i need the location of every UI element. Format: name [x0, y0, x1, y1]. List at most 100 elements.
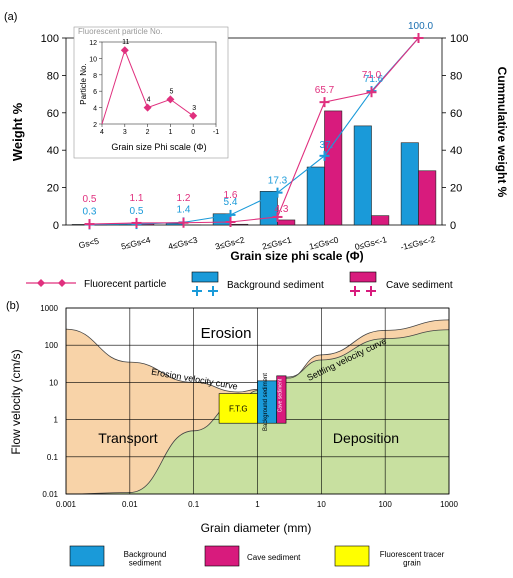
inset-y-tick-label: 12 — [89, 40, 97, 47]
left-y-tick-label: 60 — [47, 108, 59, 120]
legend-cave-swatch — [204, 545, 240, 567]
left-y-tick-label: 0 — [53, 220, 59, 232]
region-transport: Transport — [98, 430, 158, 446]
panel-b-legend: Background sediment Cave sediment Fluores… — [69, 545, 445, 568]
cave-bar — [230, 223, 249, 226]
y-tick-label: 1000 — [40, 304, 58, 313]
x-axis-label: Grain size phi scale (Φ) — [230, 249, 363, 263]
legend-background-swatch — [191, 271, 219, 283]
cave-bar — [277, 219, 296, 226]
right-y-tick-label: 20 — [450, 183, 462, 195]
cave-cumulative-label: 71.0 — [362, 70, 382, 81]
inset-plot-frame — [101, 41, 217, 125]
inset-y-tick-label: 8 — [93, 73, 97, 80]
category-label: 5≤Gs<4 — [120, 235, 152, 252]
legend-background-label: Background sediment — [227, 280, 324, 291]
background-cumulative-line — [89, 37, 419, 225]
legend-ftg-label: Fluorescent tracer grain — [380, 550, 445, 568]
category-label: 4≤Gs<3 — [167, 235, 199, 252]
inset-point — [120, 46, 129, 55]
region-deposition: Deposition — [333, 430, 399, 446]
right-y-tick-label: 0 — [450, 220, 456, 232]
inset-y-tick-label: 4 — [93, 106, 97, 113]
ftg-box — [218, 393, 258, 424]
cave-bar — [371, 215, 390, 226]
inset-title: Fluorescent particle No. — [78, 27, 162, 36]
panel-b-label: (b) — [6, 300, 19, 312]
inset-y-tick-label: 2 — [93, 122, 97, 129]
weight-bars — [71, 110, 437, 226]
legend-fluorescent-label: Fluorecent particle — [84, 279, 167, 290]
inset-x-tick-label: 1 — [168, 129, 172, 136]
inset-x-tick-label: -1 — [213, 129, 219, 136]
y-axis-label-left: Weight % — [10, 102, 25, 161]
inset-point-label: 5 — [169, 88, 173, 95]
y-tick-label: 10 — [49, 378, 58, 387]
inset-point-label: 3 — [192, 105, 196, 112]
background-cumulative-label: 5.4 — [224, 197, 238, 208]
x-tick-label: 0.001 — [56, 500, 77, 509]
cave-bar — [418, 170, 437, 226]
background-cumulative-label: 0.5 — [130, 206, 144, 217]
inset-line: 11 4 5 3 — [101, 39, 198, 125]
x-tick-label: 100 — [378, 500, 392, 509]
cave-box-label: Cave sediment — [277, 378, 283, 412]
legend-cave-swatch — [349, 271, 377, 283]
inset-point — [189, 111, 198, 120]
legend-fluorescent-marker — [37, 279, 45, 287]
inset-x-label: Grain size Phi scale (Φ) — [111, 142, 206, 152]
cave-cumulative-label: 4.3 — [275, 204, 289, 215]
inset-x-tick-label: 0 — [191, 129, 195, 136]
category-label: Gs<5 — [78, 236, 101, 251]
x-tick-label: 10 — [317, 500, 326, 509]
inset-x-tick-label: 2 — [146, 129, 150, 136]
inset-point — [143, 103, 152, 112]
inset-frame — [73, 26, 229, 159]
cave-cumulative-label: 1.1 — [130, 193, 144, 204]
background-bar — [400, 142, 419, 226]
inset-point-label: 11 — [122, 39, 129, 46]
background-box-label: Background sediment — [263, 373, 269, 431]
background-cumulative-label: 17.3 — [268, 176, 288, 187]
right-y-tick-label: 100 — [450, 33, 468, 45]
left-y-tick-label: 40 — [47, 145, 59, 157]
background-cumulative-label: 37. — [320, 140, 334, 151]
cave-cumulative-label: 65.7 — [315, 85, 335, 96]
x-tick-label: 0.01 — [122, 500, 138, 509]
hjulstrom-plot: F.T.G Background sediment Cave sediment — [65, 307, 450, 495]
legend-fluorescent-marker — [58, 279, 66, 287]
x-tick-label: 1 — [255, 500, 260, 509]
settling-curve — [65, 329, 450, 495]
region-erosion: Erosion — [201, 325, 252, 342]
cave-cumulative-label: 1.2 — [177, 193, 191, 204]
left-y-ticks: 0 20 40 60 80 100 — [41, 33, 66, 232]
panel-a-frame — [65, 37, 443, 226]
background-cumulative-label: 100.0 — [408, 21, 433, 32]
inset-x-tick-label: 4 — [100, 129, 104, 136]
cave-box — [276, 375, 287, 424]
panel-a-label: (a) — [4, 11, 17, 23]
background-bar — [306, 166, 325, 226]
x-axis-label: Grain diameter (mm) — [201, 521, 312, 535]
panel-a-legend: Fluorecent particle Background sediment … — [26, 271, 453, 296]
y-tick-label: 1 — [54, 416, 59, 425]
x-tick-label: 0.1 — [188, 500, 200, 509]
panel-b: (b) F.T.G Background sediment Cave sedimen… — [6, 300, 458, 568]
y-axis-label-right: Cummulative weight % — [495, 67, 509, 198]
inset-point — [166, 95, 175, 104]
legend-cave-label: Cave sediment — [247, 553, 301, 562]
left-y-tick-label: 80 — [47, 70, 59, 82]
x-tick-label: 1000 — [440, 500, 458, 509]
legend-cave-label: Cave sediment — [386, 280, 453, 291]
right-y-ticks: 0 20 40 60 80 100 — [442, 33, 468, 232]
background-bar — [353, 125, 372, 226]
legend-cave-plus — [350, 286, 376, 296]
legend-background-plus — [192, 286, 218, 296]
right-y-tick-label: 80 — [450, 70, 462, 82]
right-y-tick-label: 60 — [450, 108, 462, 120]
